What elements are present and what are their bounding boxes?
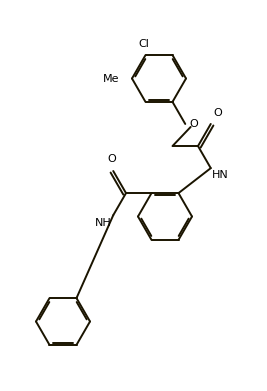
Text: HN: HN [212, 170, 229, 179]
Text: Me: Me [103, 74, 119, 84]
Text: O: O [107, 154, 116, 163]
Text: NH: NH [95, 218, 112, 228]
Text: O: O [190, 119, 198, 129]
Text: Cl: Cl [139, 39, 150, 49]
Text: O: O [213, 108, 222, 118]
